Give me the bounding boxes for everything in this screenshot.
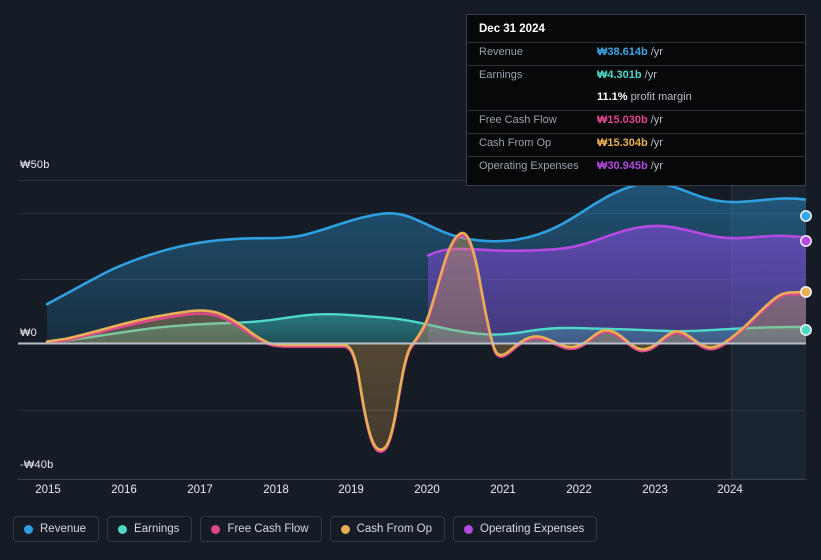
- tooltip-row-cash-from-op: Cash From Op ₩15.304b /yr: [467, 133, 805, 156]
- endpoint-marker-cash-from-op: [800, 286, 812, 298]
- y-axis-tick-top: ₩50b: [20, 159, 50, 171]
- x-axis-tick-2022: 2022: [566, 484, 592, 496]
- tooltip-value-operating-expenses: ₩30.945b: [597, 160, 648, 172]
- legend-item-cash-from-op[interactable]: Cash From Op: [329, 516, 446, 542]
- tooltip-value-free-cash-flow: ₩15.030b: [597, 114, 648, 126]
- tooltip-unit-operating-expenses: /yr: [650, 160, 663, 172]
- x-axis-tick-2016: 2016: [111, 484, 137, 496]
- tooltip-unit-earnings: /yr: [644, 69, 657, 81]
- data-tooltip: Dec 31 2024 Revenue ₩38.614b /yr Earning…: [466, 14, 806, 186]
- tooltip-key-earnings: Earnings: [479, 69, 523, 81]
- tooltip-key-operating-expenses: Operating Expenses: [479, 160, 579, 172]
- tooltip-key-cash-from-op: Cash From Op: [479, 137, 552, 149]
- x-axis-tick-2018: 2018: [263, 484, 289, 496]
- endpoint-marker-revenue: [800, 210, 812, 222]
- tooltip-label-profit-margin: profit margin: [630, 91, 692, 103]
- legend-dot-free-cash-flow-icon: [211, 524, 221, 534]
- legend-dot-earnings-icon: [118, 524, 128, 534]
- legend-label-free-cash-flow: Free Cash Flow: [227, 523, 309, 535]
- tooltip-row-free-cash-flow: Free Cash Flow ₩15.030b /yr: [467, 110, 805, 133]
- series-line-revenue: [45, 181, 806, 306]
- tooltip-value-earnings: ₩4.301b: [597, 69, 642, 81]
- x-axis-tick-2017: 2017: [187, 484, 213, 496]
- y-axis-tick-zero: ₩0: [20, 327, 37, 339]
- tooltip-row-operating-expenses: Operating Expenses ₩30.945b /yr: [467, 156, 805, 179]
- x-axis-tick-2015: 2015: [35, 484, 61, 496]
- tooltip-row-earnings: Earnings ₩4.301b /yr: [467, 65, 805, 88]
- legend-item-free-cash-flow[interactable]: Free Cash Flow: [200, 516, 322, 542]
- tooltip-key-free-cash-flow: Free Cash Flow: [479, 114, 557, 126]
- x-axis-tick-2019: 2019: [338, 484, 364, 496]
- chart-legend: Revenue Earnings Free Cash Flow Cash Fro…: [13, 516, 598, 542]
- tooltip-value-revenue: ₩38.614b: [597, 46, 648, 58]
- tooltip-unit-cash-from-op: /yr: [650, 137, 663, 149]
- legend-label-revenue: Revenue: [40, 523, 87, 535]
- legend-item-earnings[interactable]: Earnings: [107, 516, 193, 542]
- tooltip-key-revenue: Revenue: [479, 46, 524, 58]
- endpoint-marker-earnings: [800, 324, 812, 336]
- series-line-operating-expenses: [426, 224, 806, 257]
- x-axis-tick-2021: 2021: [490, 484, 516, 496]
- tooltip-value-cash-from-op: ₩15.304b: [597, 137, 648, 149]
- series-area-operating-expenses: [428, 225, 806, 344]
- legend-item-operating-expenses[interactable]: Operating Expenses: [453, 516, 598, 542]
- x-axis-tick-2020: 2020: [414, 484, 440, 496]
- tooltip-unit-free-cash-flow: /yr: [650, 114, 663, 126]
- x-axis-tick-2023: 2023: [642, 484, 668, 496]
- tooltip-date: Dec 31 2024: [479, 23, 545, 35]
- legend-label-operating-expenses: Operating Expenses: [480, 523, 585, 535]
- tooltip-unit-revenue: /yr: [650, 46, 663, 58]
- y-axis-tick-bottom: -₩40b: [20, 459, 54, 471]
- x-axis-tick-2024: 2024: [717, 484, 743, 496]
- series-line-cash-from-op: [45, 231, 806, 451]
- legend-dot-revenue-icon: [24, 524, 33, 534]
- legend-dot-cash-from-op-icon: [340, 524, 350, 534]
- tooltip-row-revenue: Revenue ₩38.614b /yr: [467, 42, 805, 65]
- legend-label-earnings: Earnings: [134, 523, 180, 535]
- series-area-cash-from-op: [47, 232, 806, 450]
- legend-dot-operating-expenses-icon: [464, 524, 474, 534]
- legend-label-cash-from-op: Cash From Op: [356, 523, 433, 535]
- tooltip-row-profit-margin: 11.1% profit margin: [467, 88, 805, 110]
- endpoint-marker-operating-expenses: [800, 235, 812, 247]
- tooltip-value-profit-margin: 11.1%: [597, 91, 628, 103]
- endpoint-markers: [800, 210, 812, 336]
- legend-item-revenue[interactable]: Revenue: [13, 516, 100, 542]
